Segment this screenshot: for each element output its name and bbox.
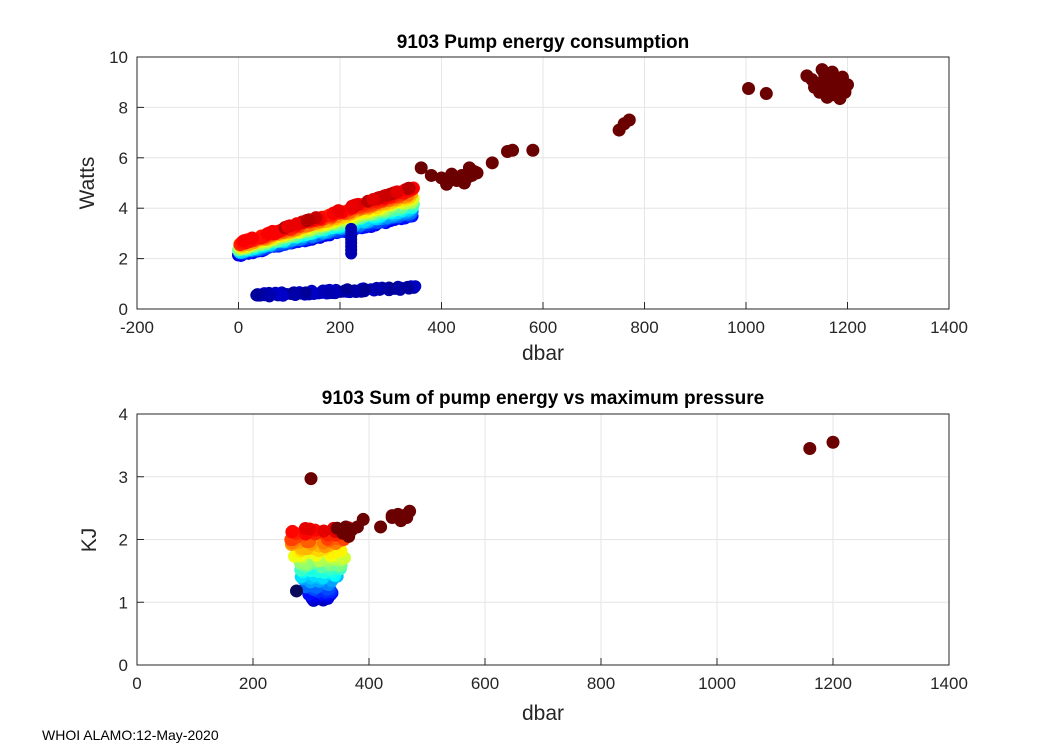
top-data-point xyxy=(250,288,263,301)
top-ytick-label: 8 xyxy=(119,98,128,117)
top-data-point xyxy=(341,283,354,296)
top-data-point xyxy=(370,281,383,294)
bottom-data-point xyxy=(290,584,303,598)
top-data-point xyxy=(301,213,315,227)
bottom-ytick-label: 3 xyxy=(119,468,128,487)
top-data-point xyxy=(359,283,372,296)
bottom-data-point xyxy=(317,524,331,538)
bottom-xtick-label: 400 xyxy=(355,674,383,693)
top-xtick-label: 1000 xyxy=(727,318,765,337)
top-data-point xyxy=(237,234,251,248)
top-ytick-label: 0 xyxy=(119,300,128,319)
bottom-data-point xyxy=(285,524,299,538)
top-data-point xyxy=(392,283,405,296)
bottom-data-point xyxy=(826,435,840,449)
top-data-point xyxy=(402,181,416,195)
bottom-data-point xyxy=(304,472,318,486)
top-plot-title: 9103 Pump energy consumption xyxy=(397,32,689,53)
top-data-point xyxy=(506,143,520,157)
top-data-point xyxy=(379,188,393,202)
bottom-xtick-label: 1200 xyxy=(814,674,852,693)
bottom-plot-title: 9103 Sum of pump energy vs maximum press… xyxy=(322,388,764,409)
bottom-data-point xyxy=(400,511,414,525)
top-data-point xyxy=(262,226,276,240)
bottom-plot-points xyxy=(284,435,840,607)
bottom-ytick-label: 1 xyxy=(119,593,128,612)
top-data-point xyxy=(440,177,454,191)
top-plot-xlabel: dbar xyxy=(522,342,564,365)
top-xtick-label: 200 xyxy=(326,318,354,337)
top-data-point xyxy=(366,193,380,207)
top-data-point xyxy=(470,166,484,180)
bottom-xtick-label: 600 xyxy=(471,674,499,693)
bottom-ytick-label: 2 xyxy=(119,531,128,550)
bottom-xtick-label: 1400 xyxy=(930,674,968,693)
top-xtick-label: 1400 xyxy=(930,318,968,337)
top-data-point xyxy=(622,113,636,127)
top-data-point xyxy=(289,288,302,301)
bottom-data-point xyxy=(374,520,388,534)
top-data-point xyxy=(283,219,297,233)
top-plot-points xyxy=(232,63,854,303)
top-data-point xyxy=(345,222,358,235)
bottom-xtick-label: 0 xyxy=(132,674,141,693)
top-data-point xyxy=(742,82,756,95)
top-data-point xyxy=(838,85,852,99)
top-data-point xyxy=(424,168,438,182)
top-xtick-label: 800 xyxy=(630,318,658,337)
top-data-point xyxy=(345,199,359,213)
top-data-point xyxy=(830,73,844,87)
top-data-point xyxy=(390,185,404,199)
top-xtick-label: 400 xyxy=(427,318,455,337)
top-data-point xyxy=(485,156,499,170)
bottom-ytick-label: 4 xyxy=(119,405,128,424)
top-xtick-label: 0 xyxy=(234,318,243,337)
top-xtick-label: 600 xyxy=(529,318,557,337)
bottom-xtick-label: 800 xyxy=(587,674,615,693)
bottom-plot-ticks: 0 200 400 600 800 1000 1200 1400 0 1 2 3 4 xyxy=(119,405,968,693)
top-data-point xyxy=(331,204,345,218)
top-data-point xyxy=(526,143,540,157)
top-xtick-label: 1200 xyxy=(829,318,867,337)
top-ytick-label: 6 xyxy=(119,149,128,168)
bottom-plot: 0 200 400 600 800 1000 1200 1400 0 1 2 3 4 9103 Sum … xyxy=(78,388,968,725)
top-ytick-label: 2 xyxy=(119,250,128,269)
top-data-point xyxy=(401,281,414,294)
bottom-data-point xyxy=(803,442,817,456)
top-data-point xyxy=(299,286,312,299)
bottom-data-point xyxy=(303,522,317,536)
top-data-point xyxy=(276,289,289,302)
top-ytick-label: 4 xyxy=(119,199,128,218)
bottom-plot-xlabel: dbar xyxy=(522,702,564,725)
bottom-ytick-label: 0 xyxy=(119,656,128,675)
bottom-data-point xyxy=(330,521,344,535)
bottom-xtick-label: 1000 xyxy=(698,674,736,693)
top-plot-ylabel: Watts xyxy=(76,157,99,210)
top-xtick-label: -200 xyxy=(120,318,154,337)
top-data-point xyxy=(414,161,428,175)
bottom-plot-ylabel: KJ xyxy=(78,528,101,553)
top-data-point xyxy=(264,289,277,302)
footer-credit: WHOI ALAMO:12-May-2020 xyxy=(42,727,219,743)
top-ytick-label: 10 xyxy=(109,48,128,67)
top-data-point xyxy=(759,87,773,101)
bottom-xtick-label: 200 xyxy=(239,674,267,693)
top-data-point xyxy=(324,286,337,299)
